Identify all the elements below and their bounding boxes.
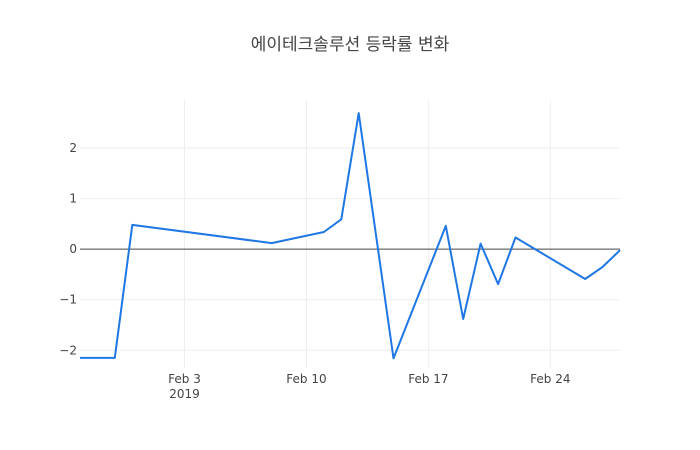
x-tick-label: Feb 10 bbox=[286, 372, 326, 386]
x-gridlines bbox=[184, 100, 551, 368]
y-tick-label: 2 bbox=[69, 141, 77, 155]
y-tick-label: 1 bbox=[69, 192, 77, 206]
x-tick-sublabel: 2019 bbox=[169, 387, 200, 401]
x-tick-label: Feb 3 bbox=[168, 372, 201, 386]
chart-title: 에이테크솔루션 등락률 변화 bbox=[251, 35, 450, 55]
series-line bbox=[80, 112, 621, 360]
x-tick-label: Feb 24 bbox=[530, 372, 570, 386]
x-tick-label: Feb 17 bbox=[408, 372, 448, 386]
series-layer bbox=[80, 112, 621, 360]
y-tick-label: −1 bbox=[59, 293, 77, 307]
y-gridlines bbox=[80, 147, 620, 351]
y-tick-label: −2 bbox=[59, 343, 77, 357]
y-axis-ticks: 2 1 0 −1 −2 bbox=[59, 141, 77, 357]
y-tick-label: 0 bbox=[69, 242, 77, 256]
